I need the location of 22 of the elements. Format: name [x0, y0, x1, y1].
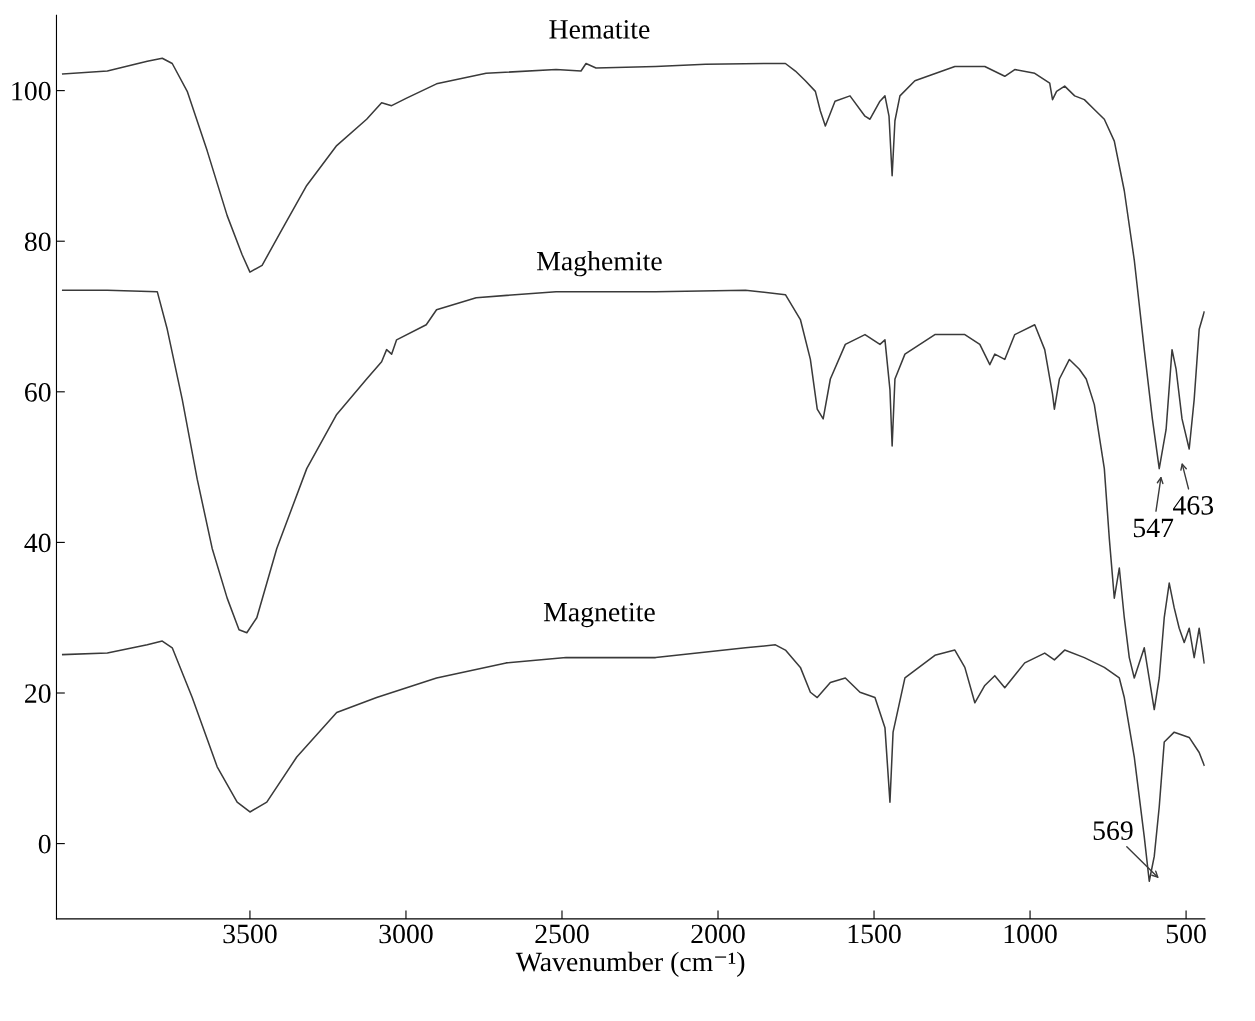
y-tick-label: 0 [38, 834, 51, 854]
annotation: 463 [1173, 496, 1214, 515]
x-tick-label: 2500 [535, 924, 589, 944]
x-tick-label: 3500 [223, 924, 277, 944]
line-series [61, 57, 1205, 470]
line-series [61, 640, 1205, 883]
y-tick-label: 40 [24, 533, 51, 553]
annotation: 569 [1093, 821, 1133, 841]
x-tick-label: 500 [1166, 924, 1206, 944]
series-label: Hematite [549, 20, 650, 39]
series-label: Maghemite [536, 251, 662, 277]
x-axis-title: Wavenumber (cm⁻¹) [515, 951, 745, 977]
annotation: 547 [1133, 518, 1174, 538]
series-label: Magnetite [543, 602, 655, 628]
y-tick-label: 60 [25, 382, 51, 402]
x-tick-label: 1000 [1004, 924, 1057, 944]
x-tick-label: 3000 [379, 924, 433, 944]
x-tick-label: 1500 [848, 924, 901, 944]
x-tick-label: 2000 [691, 924, 745, 944]
y-tick-label: 100 [12, 81, 51, 101]
y-tick-label: 20 [25, 684, 51, 703]
y-tick-label: 80 [24, 232, 51, 252]
